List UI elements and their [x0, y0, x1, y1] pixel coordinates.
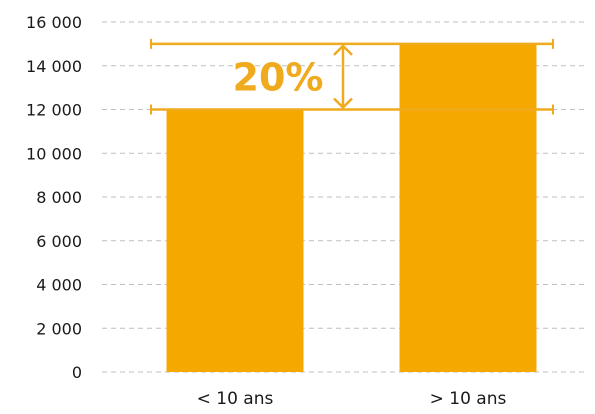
annotation-percent-label: 20% — [233, 56, 324, 100]
bar — [399, 43, 537, 372]
annotation-arrow-head-down — [333, 97, 353, 110]
y-tick-label: 10 000 — [26, 144, 82, 163]
difference-annotation: 20% — [150, 38, 554, 115]
y-tick-label: 12 000 — [26, 101, 82, 120]
bars — [166, 43, 537, 372]
y-tick-label: 14 000 — [26, 57, 82, 76]
bar — [166, 109, 304, 372]
y-tick-label: 4 000 — [36, 276, 82, 295]
y-tick-label: 8 000 — [36, 188, 82, 207]
x-category-label: > 10 ans — [430, 389, 507, 409]
annotation-arrow-head-up — [333, 44, 353, 56]
y-tick-label: 16 000 — [26, 13, 82, 32]
y-tick-label: 0 — [72, 363, 82, 382]
y-axis-tick-labels: 0 2 000 4 000 6 000 8 000 10 000 12 000 14 000 1… — [26, 13, 82, 382]
x-category-label: < 10 ans — [197, 389, 274, 409]
y-tick-label: 2 000 — [36, 319, 82, 338]
y-tick-label: 6 000 — [36, 232, 82, 251]
x-axis-category-labels: < 10 ans > 10 ans — [197, 389, 507, 409]
